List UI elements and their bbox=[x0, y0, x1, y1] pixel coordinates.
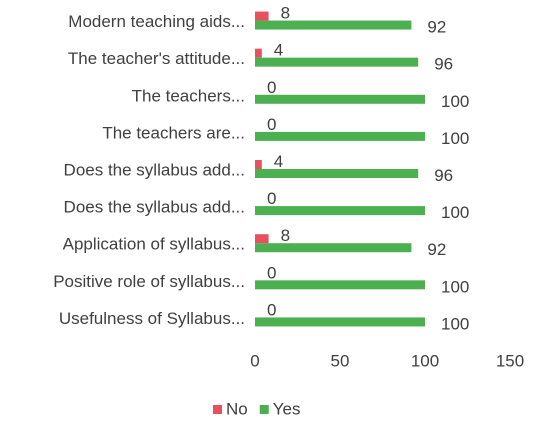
y-tick-label: Modern teaching aids... bbox=[68, 12, 245, 31]
data-label: 92 bbox=[427, 18, 446, 37]
y-tick-label: Does the syllabus add... bbox=[64, 160, 245, 179]
data-label: 96 bbox=[434, 166, 453, 185]
data-label: 100 bbox=[441, 203, 469, 222]
data-label: 0 bbox=[267, 115, 276, 134]
data-label: 0 bbox=[267, 300, 276, 319]
data-label: 8 bbox=[281, 226, 290, 245]
y-tick-label: Does the syllabus add... bbox=[64, 198, 245, 217]
data-label: 8 bbox=[281, 4, 290, 23]
bar bbox=[255, 57, 419, 67]
x-tick-label: 150 bbox=[496, 351, 524, 370]
y-tick-label: Usefulness of Syllabus... bbox=[59, 309, 245, 328]
y-tick-label: Positive role of syllabus... bbox=[53, 272, 245, 291]
bar bbox=[255, 94, 425, 104]
bar bbox=[255, 169, 419, 178]
y-tick-label: The teachers... bbox=[132, 86, 245, 105]
data-label: 0 bbox=[267, 263, 276, 282]
data-label: 100 bbox=[441, 314, 469, 333]
y-tick-label: Application of syllabus... bbox=[63, 235, 245, 254]
bar bbox=[255, 280, 425, 290]
legend-swatch bbox=[213, 405, 222, 414]
bar bbox=[255, 48, 262, 58]
legend-label: Yes bbox=[273, 399, 301, 418]
data-label: 96 bbox=[434, 55, 453, 74]
bar bbox=[255, 206, 425, 216]
bar bbox=[255, 317, 425, 327]
legend-label: No bbox=[226, 399, 248, 418]
data-label: 0 bbox=[267, 78, 276, 97]
bar bbox=[255, 11, 269, 21]
bar bbox=[255, 243, 412, 253]
bar bbox=[255, 131, 425, 141]
data-label: 100 bbox=[441, 92, 469, 111]
bar bbox=[255, 234, 269, 244]
data-label: 92 bbox=[427, 240, 446, 259]
y-tick-label: The teachers are... bbox=[102, 123, 245, 142]
x-tick-label: 50 bbox=[331, 351, 350, 370]
x-tick-label: 0 bbox=[250, 351, 259, 370]
data-label: 100 bbox=[441, 277, 469, 296]
y-tick-label: The teacher's attitude... bbox=[68, 49, 245, 68]
data-label: 100 bbox=[441, 129, 469, 148]
x-tick-label: 100 bbox=[411, 351, 439, 370]
bar bbox=[255, 160, 262, 169]
data-label: 0 bbox=[267, 189, 276, 208]
data-label: 4 bbox=[274, 152, 283, 171]
bar bbox=[255, 20, 412, 30]
legend-swatch bbox=[259, 405, 269, 414]
data-label: 4 bbox=[274, 41, 283, 60]
